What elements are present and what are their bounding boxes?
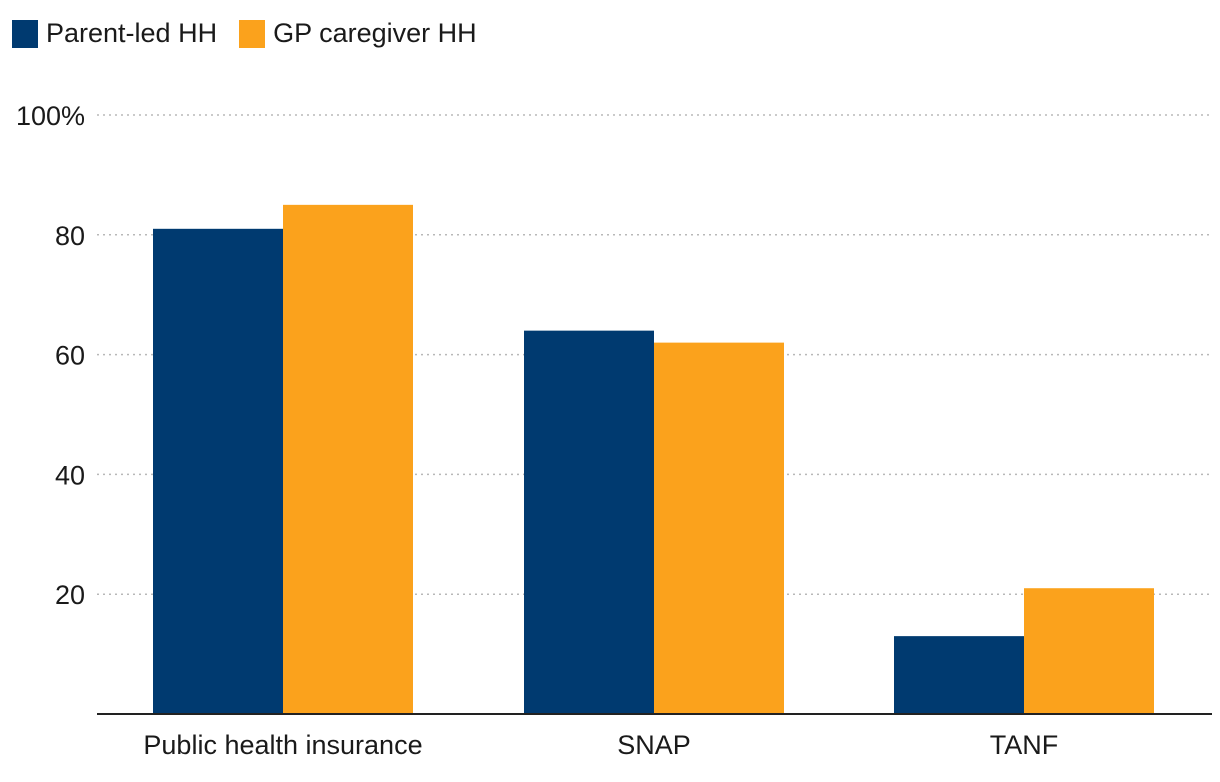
bar-parent-led-hh-tanf: [894, 636, 1024, 714]
y-tick-label-20: 20: [55, 580, 85, 610]
legend-label-parent-led: Parent-led HH: [46, 18, 218, 48]
bar-parent-led-hh-public-health-insurance: [153, 228, 283, 714]
legend: Parent-led HH GP caregiver HH: [12, 18, 477, 49]
legend-item-gp-caregiver: GP caregiver HH: [239, 18, 477, 49]
x-tick-label-public-health-insurance: Public health insurance: [143, 730, 422, 760]
y-tick-label-60: 60: [55, 341, 85, 371]
bar-gp-caregiver-hh-snap: [654, 342, 784, 714]
bar-layer: [153, 204, 1154, 714]
label-layer: 20 40 60 80 100% Public health insurance SNAP T…: [16, 101, 1058, 760]
legend-label-gp-caregiver: GP caregiver HH: [273, 18, 477, 48]
legend-swatch-gp-caregiver: [239, 19, 266, 48]
bar-gp-caregiver-hh-public-health-insurance: [283, 204, 413, 714]
legend-swatch-parent-led: [12, 19, 38, 48]
bar-parent-led-hh-snap: [524, 330, 654, 714]
y-tick-label-100: 100%: [16, 101, 85, 131]
bar-gp-caregiver-hh-tanf: [1024, 588, 1154, 714]
y-tick-label-40: 40: [55, 460, 85, 490]
y-tick-label-80: 80: [55, 221, 85, 251]
legend-item-parent-led: Parent-led HH: [12, 18, 217, 49]
x-tick-label-snap: SNAP: [617, 730, 691, 760]
x-tick-label-tanf: TANF: [990, 730, 1059, 760]
